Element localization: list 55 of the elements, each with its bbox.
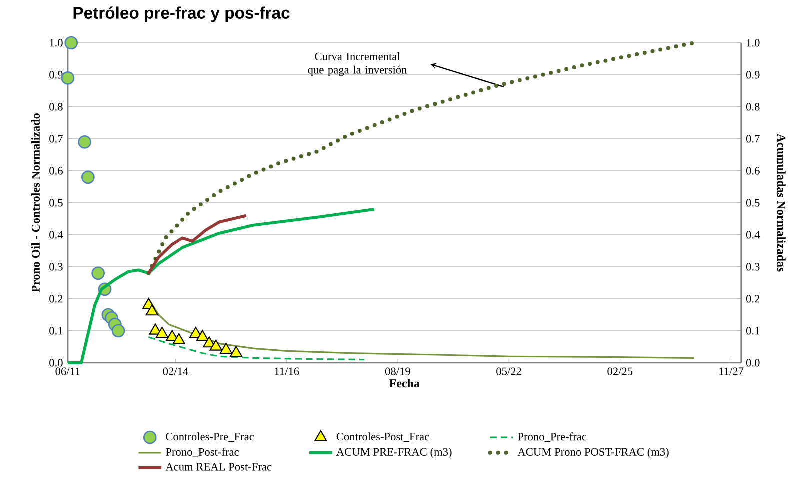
y-tick-label: 0.6 bbox=[50, 167, 63, 175]
annotation: Curva Incremental que paga la inversión bbox=[308, 52, 408, 76]
point bbox=[230, 346, 243, 358]
line-series bbox=[148, 336, 366, 361]
legend-label: Prono_Pre-frac bbox=[518, 432, 587, 442]
legend-label: Controles-Pre_Frac bbox=[166, 432, 254, 442]
y-tick-label: 0.0 bbox=[50, 359, 63, 367]
point bbox=[78, 136, 92, 149]
y-tick-label: 1.0 bbox=[50, 39, 63, 47]
point bbox=[172, 333, 186, 344]
x-tick-label: 11/16 bbox=[275, 368, 300, 376]
legend-label: Prono_Post-frac bbox=[166, 448, 239, 458]
y2-tick-label: 0.0 bbox=[746, 359, 760, 367]
y-tick-label: 0.4 bbox=[50, 231, 64, 239]
point bbox=[61, 72, 75, 85]
x-tick-label: 06/11 bbox=[56, 368, 80, 376]
y2-tick-label: 0.7 bbox=[746, 135, 760, 143]
point bbox=[112, 324, 126, 338]
x-tick-label: 05/22 bbox=[496, 368, 522, 376]
y-tick-label: 0.3 bbox=[50, 263, 63, 271]
y2-axis-title: Acumuladas Normalizadas bbox=[777, 134, 786, 272]
y2-tick-label: 1.0 bbox=[747, 39, 760, 47]
y-tick-label: 0.7 bbox=[50, 135, 63, 143]
x-tick-label: 02/25 bbox=[608, 368, 633, 376]
x-axis-title: Fecha bbox=[390, 379, 420, 388]
point bbox=[156, 326, 169, 338]
chart-title: Petróleo pre-frac y pos-frac bbox=[74, 6, 290, 22]
legend-label: Acum REAL Post-Frac bbox=[166, 463, 272, 471]
y2-tick-label: 0.6 bbox=[746, 167, 760, 175]
legend-label: ACUM Prono POST-FRAC (m3) bbox=[518, 448, 669, 458]
x-tick-label: 11/27 bbox=[720, 368, 744, 376]
legend-label: ACUM PRE-FRAC (m3) bbox=[336, 448, 452, 458]
y2-tick-label: 0.2 bbox=[746, 295, 760, 303]
y2-tick-label: 0.4 bbox=[746, 231, 760, 239]
point bbox=[196, 330, 209, 342]
point bbox=[220, 342, 233, 354]
point bbox=[92, 266, 105, 280]
line-series bbox=[146, 40, 696, 276]
y2-tick-label: 0.8 bbox=[746, 103, 760, 111]
x-tick-label: 08/19 bbox=[385, 368, 410, 376]
y2-tick-label: 0.3 bbox=[746, 263, 760, 271]
x-tick-label: 02/14 bbox=[163, 368, 188, 376]
y-tick-label: 0.2 bbox=[50, 295, 63, 303]
y-tick-label: 0.5 bbox=[50, 199, 63, 207]
y2-tick-label: 0.9 bbox=[746, 71, 760, 79]
y2-tick-label: 0.1 bbox=[746, 327, 760, 335]
point bbox=[64, 36, 78, 50]
y-tick-label: 0.8 bbox=[50, 103, 63, 111]
y2-tick-label: 0.5 bbox=[746, 199, 760, 207]
y-tick-label: 0.1 bbox=[50, 327, 63, 335]
point bbox=[146, 304, 158, 316]
point bbox=[82, 170, 95, 184]
y-axis-title: Prono Oil - Controles Normalizado bbox=[32, 114, 40, 293]
point bbox=[210, 340, 222, 351]
legend-label: Controles-Post_Frac bbox=[336, 432, 430, 442]
